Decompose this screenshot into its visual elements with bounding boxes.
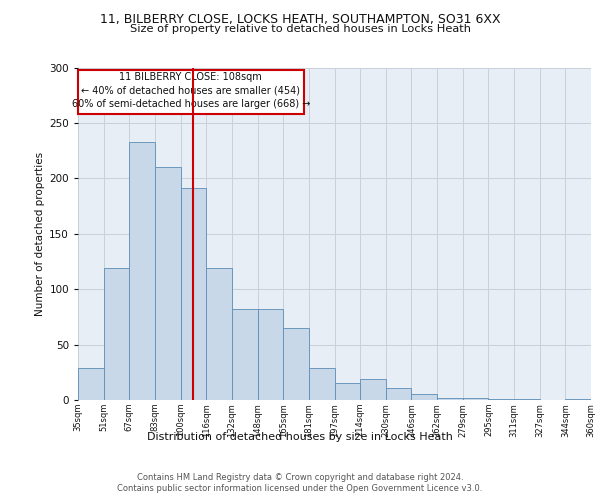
Bar [78, 368, 104, 400]
Text: Size of property relative to detached houses in Locks Heath: Size of property relative to detached ho… [130, 24, 470, 34]
Bar [155, 167, 181, 400]
Bar [360, 379, 386, 400]
Bar [412, 394, 437, 400]
Bar [309, 368, 335, 400]
Text: Distribution of detached houses by size in Locks Heath: Distribution of detached houses by size … [147, 432, 453, 442]
Bar [437, 398, 463, 400]
Bar [283, 328, 309, 400]
Bar [104, 268, 130, 400]
Bar [130, 142, 155, 400]
FancyBboxPatch shape [78, 70, 304, 114]
Bar [232, 309, 257, 400]
Bar [257, 309, 283, 400]
Bar [206, 268, 232, 400]
Text: Contains public sector information licensed under the Open Government Licence v3: Contains public sector information licen… [118, 484, 482, 493]
Bar [514, 399, 540, 400]
Text: 60% of semi-detached houses are larger (668) →: 60% of semi-detached houses are larger (… [71, 98, 310, 108]
Bar [335, 384, 360, 400]
Text: 11 BILBERRY CLOSE: 108sqm: 11 BILBERRY CLOSE: 108sqm [119, 72, 262, 82]
Bar [181, 188, 206, 400]
Bar [565, 399, 591, 400]
Y-axis label: Number of detached properties: Number of detached properties [35, 152, 45, 316]
Text: Contains HM Land Registry data © Crown copyright and database right 2024.: Contains HM Land Registry data © Crown c… [137, 472, 463, 482]
Bar [488, 399, 514, 400]
Bar [463, 398, 488, 400]
Text: ← 40% of detached houses are smaller (454): ← 40% of detached houses are smaller (45… [82, 85, 301, 95]
Bar [386, 388, 412, 400]
Text: 11, BILBERRY CLOSE, LOCKS HEATH, SOUTHAMPTON, SO31 6XX: 11, BILBERRY CLOSE, LOCKS HEATH, SOUTHAM… [100, 12, 500, 26]
